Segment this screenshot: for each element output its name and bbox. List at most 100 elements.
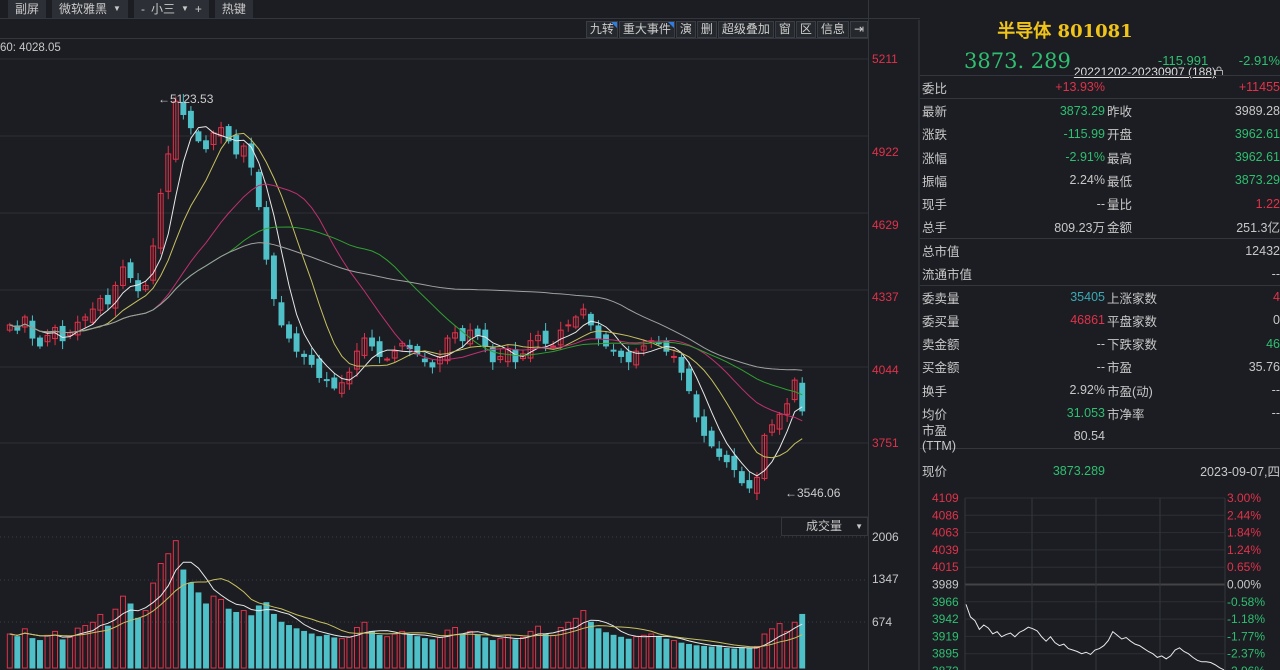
quote-label: 总手 (922, 221, 948, 236)
volume-bar (293, 628, 300, 669)
candle-down (625, 351, 632, 363)
top-toolbar: 副屏 微软雅黑 ▼ - 小三 ▼ + 热键 (0, 0, 920, 19)
volume-bar (361, 621, 368, 669)
volume-bar (648, 633, 655, 669)
candle-up (112, 284, 119, 309)
tool-info[interactable]: 信息 (816, 21, 849, 38)
candle-up (467, 329, 474, 345)
quote-value: 31.053 (1066, 406, 1105, 421)
chevron-down-icon: ▼ (180, 4, 189, 13)
volume-bar (670, 640, 677, 669)
high-annotation: ←5123.53 (158, 92, 214, 106)
volume-bar (557, 627, 564, 669)
candle-down (489, 347, 496, 363)
candle-down (301, 353, 308, 357)
quote-label: 委买量 (922, 314, 960, 329)
quote-value-2: 4 (1273, 290, 1280, 305)
intraday-pct-tick: 2.44% (1227, 508, 1261, 522)
volume-bar (746, 647, 753, 669)
tool-window[interactable]: 窗 (774, 21, 795, 38)
volume-bar (112, 608, 119, 669)
ma5-line (9, 126, 803, 477)
quote-row: 最新 3873.29 昨收 3989.28 (920, 99, 1280, 122)
candle-down (542, 330, 549, 344)
candle-down (603, 334, 609, 347)
price-tick: 4922 (872, 145, 899, 159)
candle-down (286, 324, 292, 339)
candle-up (361, 337, 368, 356)
quote-row: 总手 809.23万 金额 251.3亿 (920, 215, 1280, 238)
quote-label-2: 市净率 (1107, 407, 1145, 422)
candle-up (784, 403, 791, 415)
font-select[interactable]: 微软雅黑 ▼ (52, 0, 128, 18)
font-size-select[interactable]: 小三 (150, 2, 175, 16)
volume-bar (580, 610, 587, 669)
quote-label: 振幅 (922, 174, 948, 189)
quote-row: 涨跌 -115.99 开盘 3962.61 (920, 122, 1280, 145)
volume-bar (331, 637, 338, 669)
current-price-label: 现价 (922, 465, 948, 480)
intraday-price-tick: 3942 (932, 612, 959, 626)
volume-bar (44, 634, 51, 669)
candle-down (376, 341, 383, 357)
tool-range[interactable]: 区 (795, 21, 816, 38)
candle-down (331, 377, 338, 389)
candle-up (557, 329, 564, 346)
volume-bar (587, 621, 594, 669)
tool-delete[interactable]: 删 (696, 21, 717, 38)
ma10-line (9, 132, 803, 459)
volume-bar (89, 621, 96, 669)
tool-demo[interactable]: 演 (675, 21, 696, 38)
quote-row: 市盈(TTM) 80.54 (920, 424, 1280, 453)
collapse-panel-icon[interactable]: ⇥ (849, 21, 868, 38)
tool-nine-turn[interactable]: 九转 (585, 21, 618, 38)
volume-bar (421, 638, 428, 669)
volume-bar (240, 610, 247, 669)
intraday-price-tick: 4039 (932, 543, 959, 557)
volume-bar (437, 636, 443, 669)
sub-screen-button[interactable]: 副屏 (8, 0, 47, 18)
last-price: 3873. 289 (964, 48, 1071, 73)
candle-down (655, 342, 662, 345)
candle-up (776, 413, 783, 430)
volume-bar (157, 563, 164, 669)
kline-chart[interactable]: ←5123.53 ←3546.06 (0, 40, 868, 670)
volume-bar (512, 639, 519, 669)
price-tick: 3751 (872, 436, 899, 450)
quote-value-2: -- (1271, 406, 1280, 421)
candle-down (474, 328, 481, 336)
candle-down (693, 394, 700, 418)
font-size-increase-button[interactable]: + (194, 2, 202, 16)
quote-value: -- (1096, 196, 1105, 211)
volume-ma5-line (9, 561, 803, 649)
volume-bar (270, 613, 277, 669)
quote-value: -2.91% (1065, 150, 1105, 165)
intraday-chart[interactable]: 4109 3.00% 4086 2.44% 4063 1.84% 4039 1.24% 4015… (920, 490, 1280, 670)
hotkey-button[interactable]: 热键 (214, 0, 253, 18)
volume-bar (135, 617, 142, 669)
candle-up (572, 316, 579, 328)
tool-super-overlay[interactable]: 超级叠加 (717, 21, 774, 38)
volume-indicator-select[interactable]: 成交量 ▼ (781, 517, 868, 536)
volume-bar (255, 605, 262, 669)
candle-down (255, 171, 262, 208)
tool-major-events[interactable]: 重大事件 (618, 21, 675, 38)
quote-row: 现手 -- 量比 1.22 (920, 192, 1280, 215)
quote-label: 买金额 (922, 361, 960, 376)
candle-down (248, 143, 255, 168)
volume-indicator-label: 成交量 (806, 519, 843, 533)
volume-bar (52, 630, 59, 669)
candle-down (587, 313, 594, 326)
quote-value-2: 35.76 (1248, 359, 1280, 374)
quote-value: -- (1096, 336, 1105, 351)
candle-down (421, 358, 428, 363)
volume-bar (535, 625, 542, 669)
volume-bar (572, 617, 579, 669)
quote-row: 委买量 46861 平盘家数 0 (920, 309, 1280, 332)
volume-bar (603, 632, 609, 669)
candle-down (263, 207, 270, 260)
volume-bar (82, 625, 89, 669)
volume-bar (323, 634, 330, 669)
font-size-decrease-button[interactable]: - (140, 2, 145, 16)
market-cap-label: 总市值 (922, 245, 960, 260)
